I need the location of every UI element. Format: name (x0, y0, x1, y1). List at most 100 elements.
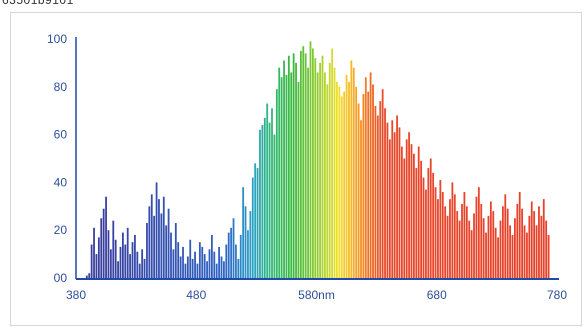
spectrum-bar (379, 101, 382, 278)
spectrum-bar (492, 211, 495, 278)
spectrum-bar (381, 89, 384, 278)
spectrum-bars (85, 41, 550, 279)
x-tick-label: 780 (547, 288, 567, 302)
spectrum-bar (232, 218, 235, 278)
spectrum-bar (449, 199, 451, 278)
spectrum-bar (90, 244, 93, 278)
spectrum-bar (249, 211, 252, 278)
y-tick-label: 60 (54, 128, 68, 142)
spectrum-bar (314, 58, 317, 279)
spectrum-bar (408, 132, 410, 278)
spectrum-bar (362, 93, 365, 278)
spectrum-bar (271, 108, 273, 278)
spectrum-bar (309, 41, 312, 278)
spectrum-bar (516, 203, 519, 278)
spectrum-bar (388, 139, 391, 278)
x-tick-label: 380 (66, 288, 86, 302)
spectrum-bar (134, 234, 136, 278)
spectrum-bar (97, 237, 100, 278)
spectrum-bar (338, 86, 341, 278)
spectrum-bar (275, 89, 278, 278)
spectrum-bar (129, 254, 132, 278)
spectrum-bar (485, 232, 487, 278)
x-tick-label: 580nm (298, 288, 335, 302)
spectrum-bar (141, 249, 144, 278)
spectrum-bar (170, 232, 172, 278)
spectrum-bar (480, 203, 483, 278)
spectrum-bar (112, 220, 115, 278)
spectrum-bar (179, 256, 182, 278)
spectrum-bar (333, 67, 336, 279)
spectrum-bar (239, 234, 242, 278)
y-tick-label: 40 (54, 175, 68, 189)
y-tick-label: 100 (47, 32, 67, 46)
spectrum-bar (413, 153, 415, 278)
spectrum-bar (131, 242, 134, 278)
spectrum-bar (160, 213, 163, 278)
spectrum-bar (285, 74, 288, 278)
spectrum-bar (95, 254, 98, 278)
spectrum-bar (487, 215, 490, 278)
spectrum-bar (463, 191, 466, 278)
spectrum-bar (184, 263, 187, 278)
spectrum-bar (542, 199, 545, 278)
spectrum-bar (456, 211, 459, 278)
spectrum-bar (473, 213, 475, 278)
spectrum-bar (547, 234, 550, 278)
spectrum-bar (348, 82, 350, 279)
x-tick-label: 480 (186, 288, 206, 302)
spectrum-bar (225, 244, 228, 278)
spectrum-bar (88, 273, 91, 278)
spectrum-bar (415, 168, 418, 278)
spectrum-bar (155, 182, 158, 278)
spectrum-bar (405, 139, 408, 278)
header-text: 63501b9101 (2, 0, 74, 7)
spectrum-bar (203, 254, 206, 278)
spectrum-bar (107, 230, 110, 278)
spectrum-bar (189, 239, 192, 278)
spectrum-bar (290, 72, 293, 279)
spectrum-bar (482, 218, 485, 278)
spectrum-bar (425, 189, 427, 278)
spectrum-bar (444, 206, 447, 278)
spectrum-bar (367, 91, 370, 278)
spectrum-bar (468, 220, 471, 278)
spectrum-bar (100, 218, 103, 278)
spectrum-bar (143, 258, 146, 278)
spectrum-bar (489, 201, 492, 278)
spectrum-bar (446, 215, 449, 278)
spectrum-bar (261, 125, 264, 278)
spectrum-bar (429, 158, 432, 278)
spectrum-bar (410, 144, 413, 278)
spectrum-bar (210, 234, 213, 278)
spectrum-bar (511, 234, 514, 278)
spectrum-bar (427, 168, 430, 278)
spectrum-bar (458, 220, 461, 278)
spectrum-bar (102, 208, 105, 278)
spectrum-bar (345, 74, 348, 278)
spectrum-bar (518, 191, 521, 278)
spectrum-bar (206, 261, 208, 278)
spectrum-bar (391, 120, 394, 278)
spectrum-bar (461, 203, 463, 278)
spectrum-bar (299, 50, 302, 279)
spectrum-bar (117, 261, 119, 278)
spectrum-bar (223, 261, 225, 278)
spectrum-bar (509, 225, 511, 278)
spectrum-bar (297, 82, 300, 279)
spectrum-bar (138, 263, 141, 278)
spectrum-bar (280, 77, 283, 279)
spectrum-bar (191, 258, 194, 278)
spectrum-bar (374, 105, 377, 278)
spectrum-bar (213, 251, 216, 278)
spectrum-bar (475, 196, 478, 278)
spectrum-bar (177, 242, 180, 278)
spectrum-bar (535, 225, 538, 278)
y-tick-label: 20 (54, 223, 68, 237)
spectrum-bar (437, 199, 439, 278)
spectrum-bar (302, 46, 305, 278)
spectrum-bar (521, 208, 524, 278)
spectrum-bar (304, 53, 307, 279)
spectrum-bar (340, 96, 343, 278)
spectrum-bar (319, 62, 322, 279)
